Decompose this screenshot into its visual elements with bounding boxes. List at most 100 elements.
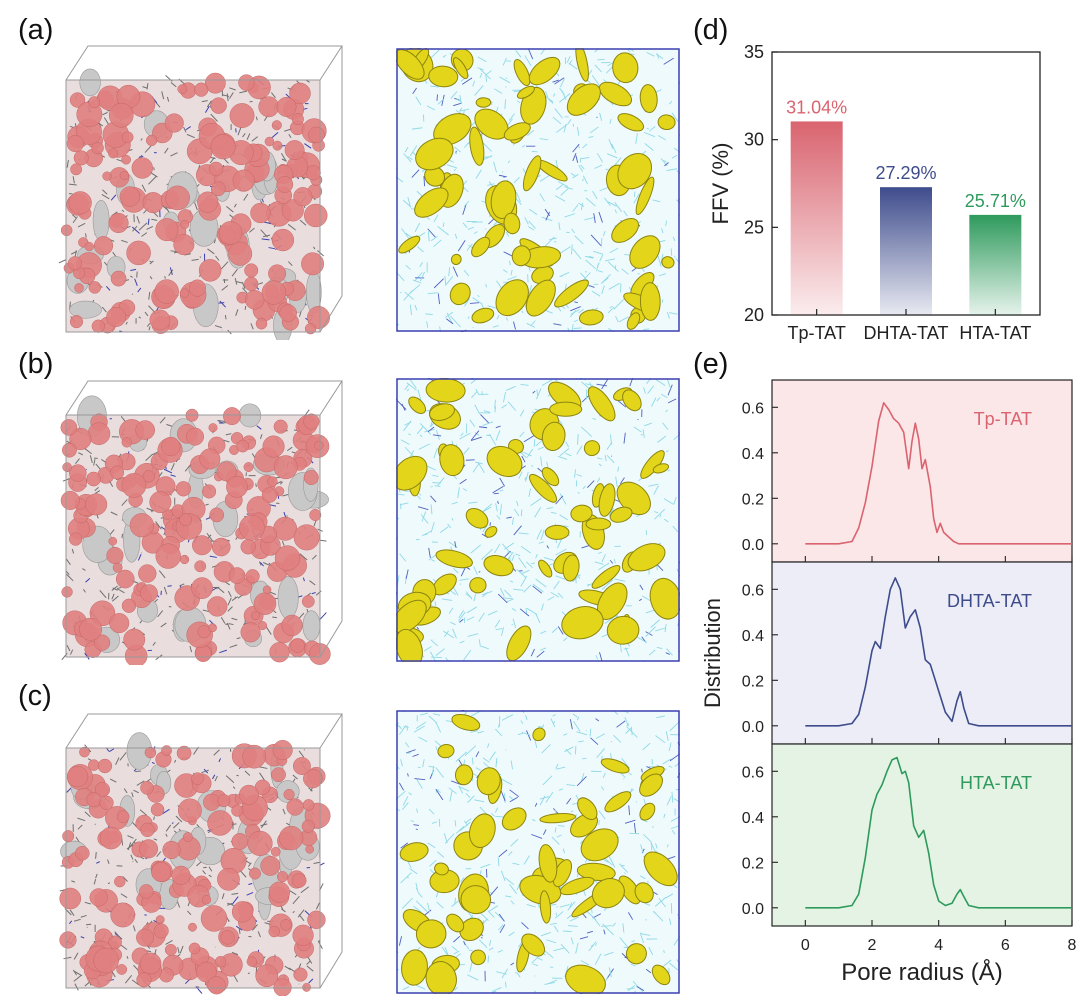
polymer-chain [478,571,481,573]
pore-surface [144,746,157,759]
bond [140,138,143,141]
bond [244,770,251,776]
polymer-chain [396,324,400,326]
slab-content [396,378,680,662]
pore-surface [139,952,162,975]
free-volume-void [609,506,633,523]
free-volume-void [591,877,625,909]
polymer-chain [408,433,412,436]
polymer-chain [399,553,407,562]
bond [237,127,242,136]
bond [165,824,172,832]
polymer-chain [403,153,412,163]
bond [186,133,195,139]
polymer-chain [594,953,602,965]
free-volume-void [532,727,546,742]
void-surface [79,68,101,97]
polymer-chain [405,749,416,754]
polymer-chain [671,829,676,835]
polymer-chain [571,228,575,234]
polymer-chain [581,773,585,782]
polymer-chain [673,496,677,505]
polymer-chain [542,775,553,786]
polymer-chain [630,963,636,967]
polymer-chain [596,116,598,118]
polymer-chain [430,235,438,242]
polymer-chain [505,895,512,898]
polymer-chain [608,967,612,978]
polymer-chain [578,740,584,743]
polymer-chain [563,637,568,642]
bond [101,306,107,313]
polymer-chain [654,511,659,514]
bond [85,577,91,583]
pore-surface [59,887,82,910]
polymer-chain [557,455,568,460]
polymer-chain [536,650,545,658]
polymer-chain [637,636,648,644]
polymer-chain [515,553,521,557]
polymer-chain [597,551,602,554]
bond [160,622,167,628]
polymer-chain [536,529,542,540]
polymer-chain [575,155,579,163]
polymer-chain [431,559,435,562]
pore-surface [179,513,193,527]
polymer-chain [470,430,480,441]
bond [115,757,120,766]
pore-surface [135,420,155,440]
polymer-chain [420,514,429,524]
polymer-chain [427,842,436,849]
polymer-chain [504,589,512,598]
x-tick-label: 2 [868,937,877,954]
polymer-chain [607,153,618,159]
free-volume-void [469,126,485,166]
polymer-chain [432,713,441,716]
pore-surface [201,895,212,905]
polymer-chain [643,328,650,331]
polymer-chain [519,409,525,417]
polymer-chain [400,872,412,884]
polymer-chain [676,170,680,175]
polymer-chain [572,574,581,583]
polymer-chain [451,501,458,505]
polymer-chain [623,432,626,444]
polymer-chain [454,897,456,905]
polymer-chain [666,855,676,860]
polymer-chain [599,112,603,121]
polymer-chain [643,131,656,138]
polymer-chain [463,142,470,149]
polymer-chain [656,397,661,402]
polymer-chain [523,435,535,443]
polymer-chain [534,740,538,749]
polymer-chain [475,767,481,771]
bond [241,282,246,289]
polymer-chain [502,391,507,403]
pore-surface [301,252,325,276]
polymer-chain [572,204,579,212]
polymer-chain [520,545,531,554]
free-volume-void [476,767,501,796]
polymer-chain [585,259,597,270]
polymer-chain [426,465,437,471]
bond [174,759,177,763]
polymer-chain [555,548,567,556]
pore-surface [239,514,265,541]
polymer-chain [663,813,666,819]
pore-surface [139,884,154,899]
polymer-chain [408,792,412,796]
polymer-chain [669,312,678,315]
polymer-chain [429,859,437,867]
pore-surface [89,888,108,907]
polymer-chain [471,391,478,399]
polymer-chain [499,76,511,84]
polymer-chain [506,231,510,237]
pore-surface [149,491,172,514]
polymer-chain [594,942,597,946]
pore-surface [60,490,80,510]
pore-surface [267,476,278,487]
free-volume-void [639,84,658,114]
free-volume-void [634,882,654,904]
bond [65,558,71,565]
polymer-chain [555,575,566,580]
